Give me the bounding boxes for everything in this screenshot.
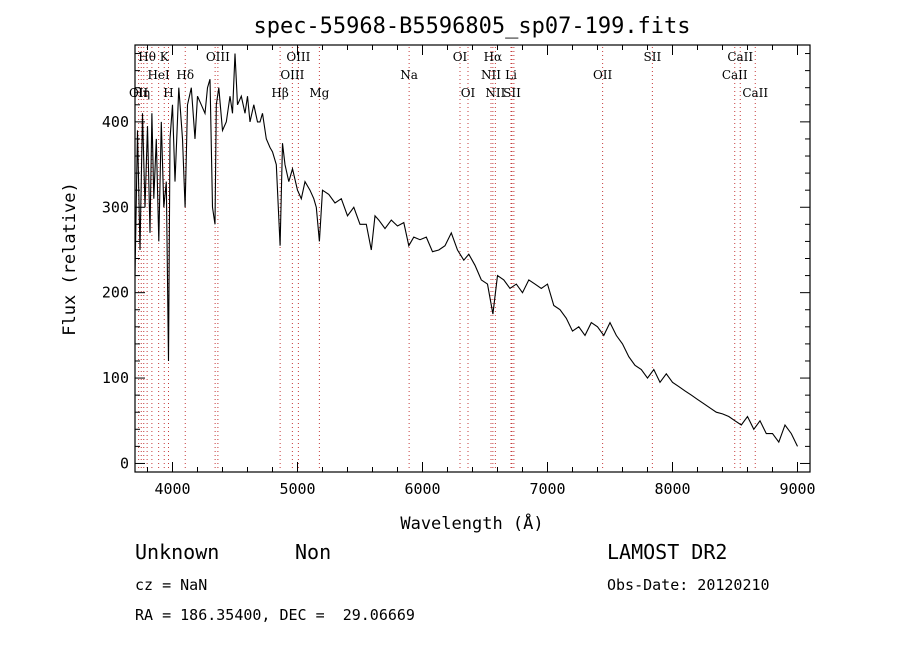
y-tick-label: 300 [102,198,129,216]
redshift-cz: cz = NaN [135,576,207,594]
line-label: OIII [286,50,310,64]
line-label: OIII [280,68,304,82]
line-label: CaII [727,50,753,64]
chart-title: spec-55968-B5596805_sp07-199.fits [253,14,690,39]
survey-name: LAMOST DR2 [607,540,727,564]
y-axis-title: Flux (relative) [60,182,80,336]
line-label: Hβ [271,86,288,100]
line-label: OI [453,50,468,64]
spectrum-line [134,53,798,447]
y-tick-label: 400 [102,113,129,131]
line-label: CaII [742,86,768,100]
x-tick-label: 8000 [654,480,690,498]
line-label: OI [461,86,476,100]
line-label: OIII [206,50,230,64]
line-label: K [160,50,170,64]
object-class: Unknown [135,540,219,564]
line-label: HeI [147,68,170,82]
y-tick-label: 100 [102,369,129,387]
line-label: NII [481,68,501,82]
y-tick-label: 200 [102,284,129,302]
x-tick-label: 5000 [279,480,315,498]
minor-ticks [135,45,810,472]
x-tick-label: 4000 [154,480,190,498]
line-label: Na [400,68,418,82]
x-tick-label: 6000 [404,480,440,498]
y-tick-labels: 0 100 200 300 400 [102,113,129,473]
line-label: OII [593,68,613,82]
x-axis-title: Wavelength (Å) [400,512,543,534]
line-label: SII [503,86,521,100]
line-label: H [163,86,173,100]
x-tick-label: 9000 [779,480,815,498]
line-label: SII [644,50,662,64]
y-tick-label: 0 [120,454,129,472]
line-label: Hα [484,50,503,64]
line-label: Hδ [176,68,194,82]
marker-layer [138,47,756,471]
ra-dec-coordinates: RA = 186.35400, DEC = 29.06669 [135,606,415,624]
object-subclass: Non [295,540,331,564]
line-label: NII [485,86,505,100]
line-label: CaII [722,68,748,82]
line-label: Li [505,68,517,82]
line-labels: OIIHηHθHeIKHHδOIIIHβOIIIOIIIMgNaOIOINIIH… [129,50,768,100]
x-tick-label: 7000 [529,480,565,498]
line-label: OII [129,86,149,100]
line-label: Hθ [138,50,156,64]
observation-date: Obs-Date: 20120210 [607,576,770,594]
plot-frame [134,44,811,473]
line-label: Mg [309,86,329,100]
major-ticks [135,45,810,472]
line-label: Hη [132,86,150,100]
x-tick-labels: 4000 5000 6000 7000 8000 9000 [154,480,815,498]
